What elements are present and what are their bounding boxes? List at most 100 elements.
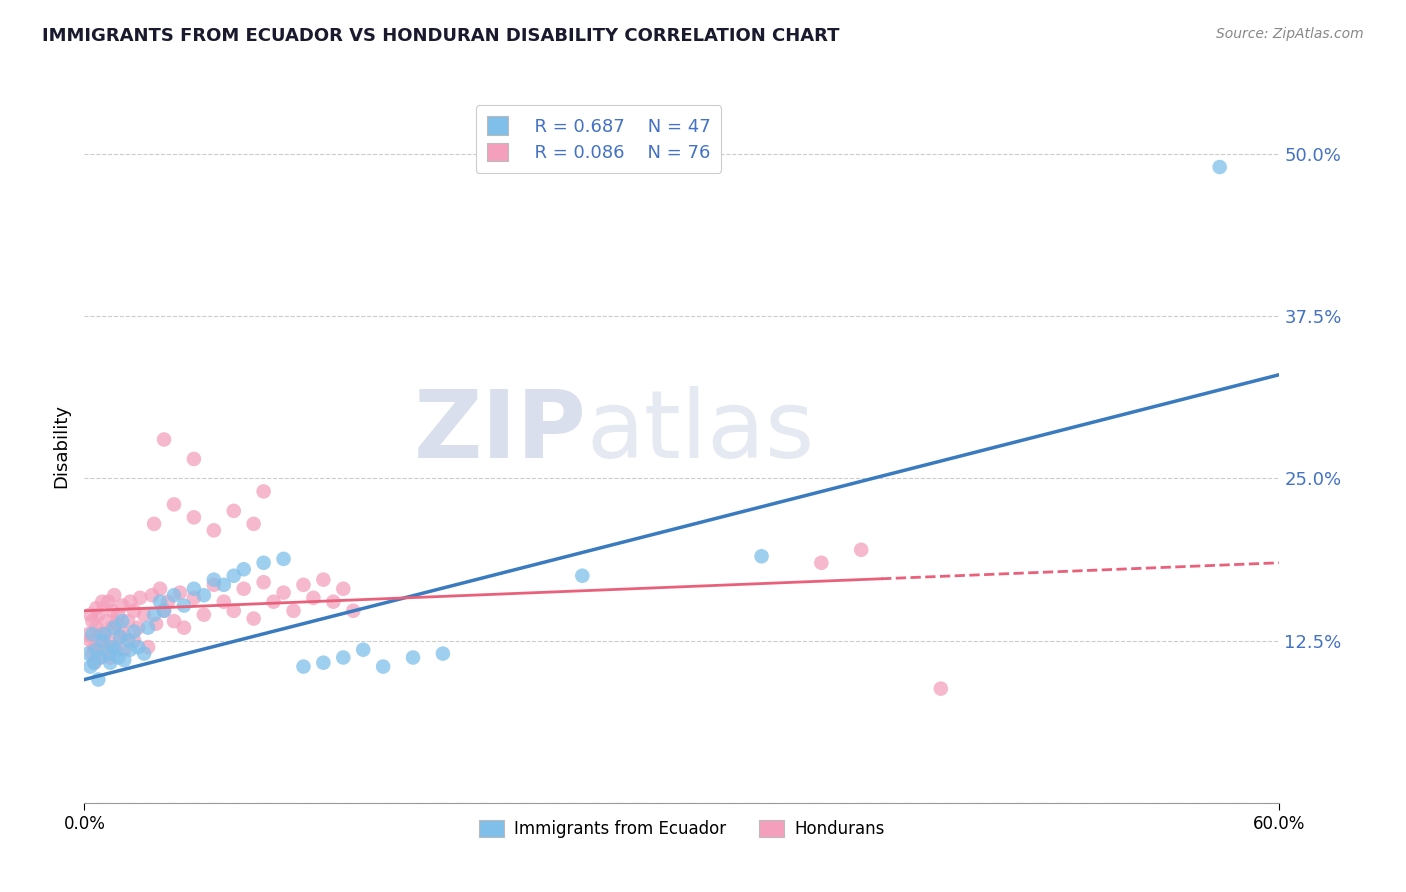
Point [312,656,335,670]
Point [153,433,176,447]
Point [110,630,132,644]
Point [273,552,295,566]
Point [332,582,354,596]
Point [103,621,125,635]
Point [1209,160,1232,174]
Point [332,650,354,665]
Point [222,504,245,518]
Point [292,578,315,592]
Point [82,627,104,641]
Point [82,647,104,661]
Point [97,595,120,609]
Point [751,549,773,564]
Point [86,621,108,635]
Point [93,627,115,641]
Point [136,621,159,635]
Point [111,614,134,628]
Point [101,621,124,635]
Point [103,588,125,602]
Y-axis label: Disability: Disability [52,404,70,488]
Point [107,607,129,622]
Point [143,607,166,622]
Point [373,659,395,673]
Point [163,614,186,628]
Point [98,650,121,665]
Point [79,659,101,673]
Point [83,640,105,654]
Point [145,616,167,631]
Point [202,573,225,587]
Point [105,642,128,657]
Point [120,642,142,657]
Point [122,624,145,639]
Point [87,642,110,657]
Point [96,614,118,628]
Point [141,588,163,602]
Text: IMMIGRANTS FROM ECUADOR VS HONDURAN DISABILITY CORRELATION CHART: IMMIGRANTS FROM ECUADOR VS HONDURAN DISA… [42,27,839,45]
Point [183,452,205,467]
Point [86,642,108,657]
Point [173,621,195,635]
Point [122,633,145,648]
Text: ZIP: ZIP [413,385,586,478]
Point [157,595,180,609]
Point [253,575,276,590]
Point [93,642,115,657]
Point [120,595,142,609]
Point [253,484,276,499]
Point [97,633,120,648]
Point [222,568,245,582]
Point [263,595,285,609]
Point [183,591,205,605]
Point [283,604,305,618]
Point [127,640,149,654]
Point [232,582,254,596]
Point [91,633,114,648]
Point [169,585,191,599]
Point [117,633,139,648]
Text: Source: ZipAtlas.com: Source: ZipAtlas.com [1216,27,1364,41]
Point [112,642,135,657]
Point [143,516,166,531]
Point [87,607,110,622]
Point [79,607,101,622]
Point [173,599,195,613]
Point [86,601,108,615]
Point [153,604,176,618]
Point [202,524,225,538]
Point [202,578,225,592]
Point [132,607,156,622]
Point [103,640,125,654]
Point [127,621,149,635]
Point [163,497,186,511]
Point [810,556,832,570]
Point [571,568,593,582]
Point [87,673,110,687]
Point [193,607,215,622]
Point [212,578,235,592]
Point [77,647,100,661]
Legend: Immigrants from Ecuador, Hondurans: Immigrants from Ecuador, Hondurans [472,813,891,845]
Point [91,633,114,648]
Point [851,542,873,557]
Point [193,588,215,602]
Point [402,650,425,665]
Point [253,556,276,570]
Point [101,640,124,654]
Point [117,614,139,628]
Point [93,627,115,641]
Point [89,627,111,641]
Point [273,585,295,599]
Point [432,647,454,661]
Point [242,611,264,625]
Point [153,604,176,618]
Point [83,656,105,670]
Point [149,582,172,596]
Point [183,582,205,596]
Point [112,653,135,667]
Point [242,516,264,531]
Point [183,510,205,524]
Point [352,642,374,657]
Point [111,599,134,613]
Point [163,588,186,602]
